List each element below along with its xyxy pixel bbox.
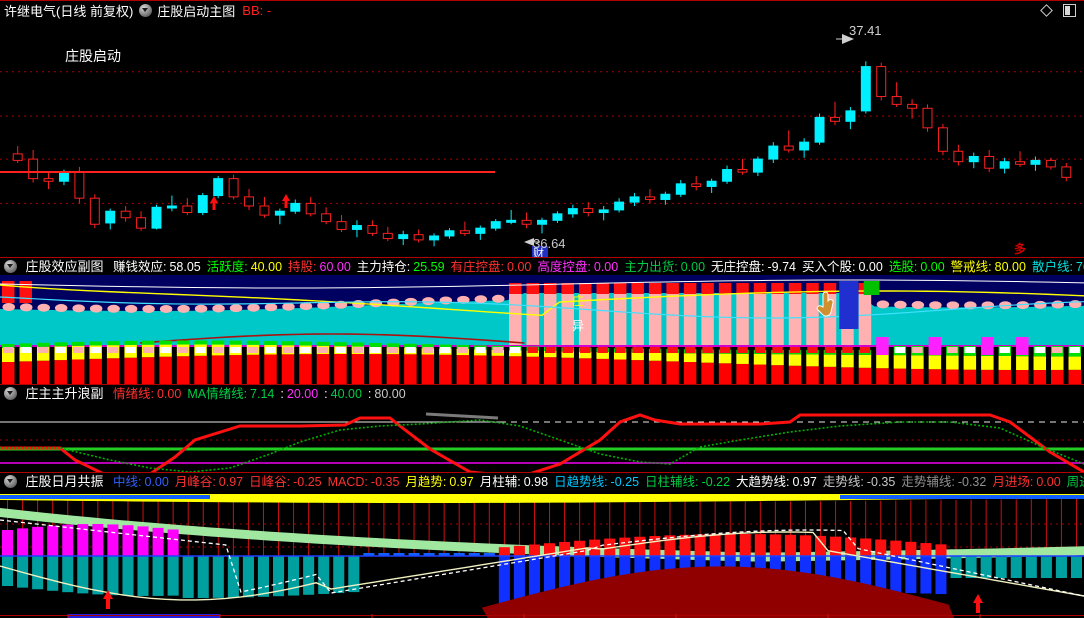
- panel-zhuanggu-xiaoying[interactable]: 庄股效应副图 赚钱效应: 58.05 活跃度: 40.00 持股: 60.00 主力持仓: 2…: [0, 257, 1084, 384]
- restore-window-icon[interactable]: [1063, 4, 1076, 17]
- field-value-2: -0.25: [293, 475, 322, 489]
- field-label-3: :: [324, 387, 328, 401]
- field-value-1: 40.00: [250, 260, 283, 274]
- field-value-7: -9.74: [767, 260, 797, 274]
- field-value-6: -0.25: [610, 475, 640, 489]
- main-price-chart[interactable]: 财 庄股启动 37.41 36.64 多: [0, 20, 1084, 257]
- chevron-down-circle-icon[interactable]: [4, 475, 17, 488]
- field-value-9: -0.35: [866, 475, 896, 489]
- chevron-down-circle-icon[interactable]: [4, 387, 17, 400]
- field-value-0: 0.00: [156, 387, 182, 401]
- field-label-0: 赚钱效应:: [112, 260, 167, 274]
- field-label-7: 日柱辅线:: [645, 475, 699, 489]
- field-value-8: 0.00: [858, 260, 883, 274]
- chart-watermark: 多: [1014, 242, 1027, 256]
- field-value-11: 76.32: [1075, 260, 1084, 274]
- field-value-5: 0.98: [523, 475, 549, 489]
- field-value-1: 7.14: [250, 387, 275, 401]
- field-value-0: 58.05: [169, 260, 201, 274]
- chevron-down-circle-icon[interactable]: [4, 260, 17, 273]
- field-label-1: 活跃度:: [206, 260, 248, 274]
- field-label-6: 日趋势线:: [554, 475, 608, 489]
- stock-name-label: 许继电气(日线 前复权): [4, 4, 134, 19]
- candlestick-svg: 财: [0, 34, 1084, 257]
- field-value-10: 80.00: [994, 260, 1026, 274]
- field-label-9: 走势线:: [822, 475, 864, 489]
- field-value-1: 0.97: [218, 475, 244, 489]
- field-value-4: 80.00: [374, 387, 406, 401]
- field-label-11: 散户线:: [1031, 260, 1073, 274]
- field-value-6: 0.00: [680, 260, 706, 274]
- high-price-label: 37.41: [849, 23, 882, 38]
- panel3-header: 庄股日月共振 中线: 0.00 月峰谷: 0.97 日峰谷: -0.25 MACD: -0.3…: [0, 472, 1084, 490]
- panel1-header: 庄股效应副图 赚钱效应: 58.05 活跃度: 40.00 持股: 60.00 主力持仓: 2…: [0, 257, 1084, 275]
- chart-annotation-start: 庄股启动: [65, 48, 121, 64]
- field-label-5: 月柱辅:: [479, 475, 521, 489]
- field-value-7: -0.22: [701, 475, 731, 489]
- field-value-4: 0.97: [449, 475, 474, 489]
- field-label-2: :: [280, 387, 284, 401]
- field-value-0: 0.00: [144, 475, 169, 489]
- diamond-icon[interactable]: [1040, 4, 1053, 17]
- field-label-4: :: [367, 387, 372, 401]
- field-value-5: 0.00: [593, 260, 619, 274]
- field-value-8: 0.97: [792, 475, 817, 489]
- field-label-1: MA情绪线:: [187, 387, 248, 401]
- panel-zhuzhu-zhushenglang[interactable]: 庄主主升浪副 情绪线: 0.00 MA情绪线: 7.14:20.00:40.00:80…: [0, 384, 1084, 472]
- field-value-9: 0.00: [920, 260, 945, 274]
- field-value-3: -0.35: [370, 475, 400, 489]
- field-label-6: 主力出货:: [624, 260, 678, 274]
- field-label-10: 走势辅线:: [901, 475, 955, 489]
- field-label-8: 买入个股:: [802, 260, 856, 274]
- field-label-0: 中线:: [112, 475, 142, 489]
- panel1-svg: [0, 275, 1084, 384]
- svg-text:财: 财: [533, 246, 544, 257]
- field-label-0: 情绪线:: [112, 387, 154, 401]
- bb-value-label: BB: -: [242, 3, 272, 18]
- panel3-title[interactable]: 庄股日月共振: [25, 474, 104, 489]
- panel1-field-list: 赚钱效应: 58.05 活跃度: 40.00 持股: 60.00 主力持仓: 25.59 有庄控…: [107, 260, 1084, 274]
- panel1-title[interactable]: 庄股效应副图: [25, 259, 104, 274]
- inline-mark-yi: 异: [572, 319, 585, 333]
- field-value-3: 25.59: [413, 260, 445, 274]
- chevron-down-circle-icon[interactable]: [139, 4, 153, 17]
- panel2-title[interactable]: 庄主主升浪副: [25, 386, 104, 401]
- field-label-4: 月趋势:: [405, 475, 447, 489]
- field-label-5: 高度控盘:: [537, 260, 591, 274]
- main-indicator-label[interactable]: 庄股启动主图: [157, 4, 236, 19]
- field-label-1: 月峰谷:: [174, 475, 216, 489]
- inline-mark-zhuang: 庄: [572, 294, 585, 308]
- field-label-3: MACD:: [327, 475, 368, 489]
- panel2-header: 庄主主升浪副 情绪线: 0.00 MA情绪线: 7.14:20.00:40.00:80…: [0, 384, 1084, 402]
- field-value-11: 0.00: [1036, 475, 1061, 489]
- field-label-10: 警戒线:: [950, 260, 992, 274]
- field-label-2: 日峰谷:: [249, 475, 291, 489]
- field-label-3: 主力持仓:: [356, 260, 411, 274]
- field-value-4: 0.00: [507, 260, 532, 274]
- field-value-2: 20.00: [286, 387, 319, 401]
- panel-zhuanggu-riyue-gongzhen[interactable]: 庄股日月共振 中线: 0.00 月峰谷: 0.97 日峰谷: -0.25 MACD: -0.3…: [0, 472, 1084, 618]
- field-label-7: 无庄控盘:: [711, 260, 765, 274]
- field-label-2: 持股:: [288, 260, 317, 274]
- field-label-9: 选股:: [888, 260, 918, 274]
- low-price-label: 36.64: [533, 236, 566, 251]
- panel3-svg: [0, 494, 1084, 618]
- title-bar: 许继电气(日线 前复权) 庄股启动主图 BB: -: [0, 0, 1084, 20]
- field-value-3: 40.00: [330, 387, 362, 401]
- field-value-10: -0.32: [957, 475, 987, 489]
- field-value-2: 60.00: [319, 260, 351, 274]
- field-label-8: 大趋势线:: [736, 475, 790, 489]
- field-label-4: 有庄控盘:: [450, 260, 505, 274]
- window-buttons: [1040, 4, 1084, 17]
- panel2-svg: [0, 412, 1084, 472]
- field-label-11: 月进场:: [992, 475, 1034, 489]
- panel2-field-list: 情绪线: 0.00 MA情绪线: 7.14:20.00:40.00:80.00: [107, 387, 406, 401]
- field-label-12: 周进场:: [1066, 475, 1084, 489]
- panel3-field-list: 中线: 0.00 月峰谷: 0.97 日峰谷: -0.25 MACD: -0.35 月趋势: 0.…: [107, 475, 1084, 489]
